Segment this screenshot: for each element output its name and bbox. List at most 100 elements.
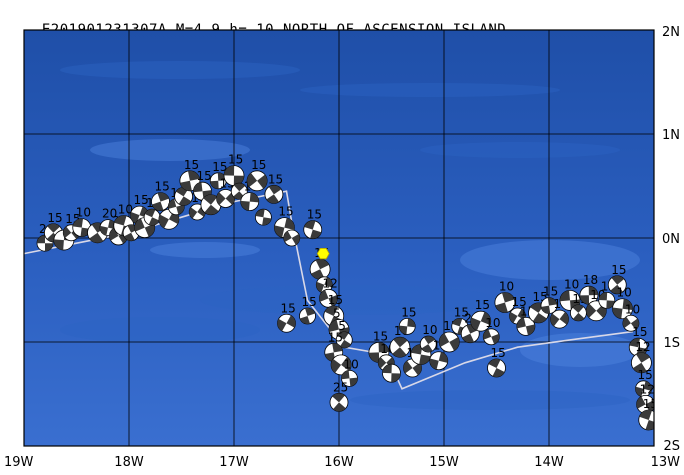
focal-mechanism-icon: 15: [246, 158, 268, 192]
focal-mechanism-icon: 15: [303, 208, 323, 240]
event-depth-label: 10: [485, 316, 500, 330]
event-depth-label: 15: [281, 301, 296, 315]
bathymetry-band: [150, 242, 260, 258]
focal-mechanism-icon: 15: [368, 329, 390, 363]
lon-tick-label: 14W: [534, 455, 564, 470]
event-depth-label: 15: [251, 158, 266, 172]
focal-mechanism-icon: 5: [335, 319, 353, 349]
event-depth-label: 15: [475, 298, 490, 312]
event-depth-label: 12: [635, 340, 650, 354]
focal-mechanism-icon: 15: [277, 301, 296, 333]
focal-mechanism-icon: 15: [264, 172, 284, 204]
lat-tick-label: 1S: [663, 336, 680, 351]
lon-tick-label: 15W: [429, 455, 459, 470]
focal-mechanism-icon: [330, 354, 352, 376]
event-depth-label: 15: [307, 208, 322, 222]
event-depth-label: 15: [302, 295, 317, 309]
bathymetry-band: [350, 390, 630, 410]
focal-mechanism-icon: [315, 276, 333, 294]
focal-mechanism-icon: 10: [482, 316, 501, 346]
bathymetry-band: [60, 317, 260, 343]
event-depth-label: 18: [583, 273, 598, 287]
focal-mechanism-icon: 10: [341, 357, 359, 387]
bathymetry-texture: [60, 61, 640, 410]
event-depth-label: 15: [638, 368, 653, 382]
event-depth-label: 20: [102, 207, 117, 221]
lat-tick-label: 2S: [663, 439, 680, 454]
event-depth-label: 15: [197, 169, 212, 183]
event-depth-label: 15: [228, 153, 243, 167]
event-depth-label: 10: [499, 279, 514, 293]
event-depth-label: 12: [640, 382, 655, 396]
focal-mechanism-icon: 15: [398, 305, 417, 335]
focal-mechanism-icon: 12: [631, 340, 652, 374]
event-depth-label: 15: [134, 193, 149, 207]
focal-mechanism-icon: [382, 363, 401, 383]
focal-mechanism-icon: [254, 208, 272, 226]
event-depth-label: 15: [611, 263, 626, 277]
focal-mechanism-icon: 15: [540, 285, 558, 315]
lon-tick-label: 17W: [219, 455, 249, 470]
focal-mechanism-icon: 15: [470, 298, 492, 332]
event-depth-label: 15: [155, 180, 170, 194]
bathymetry-band: [300, 83, 560, 97]
focal-mechanism-icon: 10: [419, 323, 438, 353]
focal-mechanism-icon: 15: [151, 180, 170, 212]
event-depth-label: 15: [401, 305, 416, 319]
lon-tick-label: 19W: [4, 455, 34, 470]
event-depth-label: 15: [278, 205, 293, 219]
event-depth-label: 10: [344, 357, 359, 371]
lat-tick-label: 0N: [662, 232, 680, 247]
event-depth-label: 15: [184, 158, 199, 172]
event-depth-label: 15: [268, 172, 283, 186]
event-depth-label: 5: [333, 307, 341, 321]
lat-tick-label: 2N: [662, 25, 680, 40]
event-depth-label: 15: [47, 211, 62, 225]
focal-mechanism-icon: 25: [329, 380, 349, 412]
event-depth-label: 15: [454, 305, 469, 319]
event-depth-label: 15: [643, 397, 658, 411]
map-frame: [23, 29, 655, 447]
focal-mechanism-icon: 18: [579, 273, 599, 305]
focal-mechanism-icon: 12: [636, 382, 655, 414]
epicenter-yellow-hexagon-icon: [316, 248, 330, 260]
event-depth-label: 5: [338, 319, 346, 333]
event-depth-label: 15: [328, 330, 343, 344]
focal-mechanism-icon: 15: [607, 263, 627, 295]
event-depth-label: 15: [543, 285, 558, 299]
event-depth-label: 10: [564, 277, 579, 291]
focal-mechanism-icon: 15: [209, 160, 228, 190]
focal-mechanism-icon: 10: [494, 279, 516, 313]
event-depth-label: 2: [39, 222, 47, 236]
bathymetry-band: [200, 285, 500, 315]
focal-mechanism-icon: 15: [223, 153, 245, 187]
lon-tick-label: 13W: [651, 455, 681, 470]
event-depth-label: 10: [617, 286, 632, 300]
event-depth-label: 15: [512, 295, 527, 309]
lon-tick-label: 16W: [324, 455, 354, 470]
focal-mechanism-icon: 10: [72, 206, 92, 238]
event-depth-label: 15: [328, 293, 343, 307]
focal-mechanism-icon: 15: [438, 319, 460, 353]
event-depth-label: 10: [76, 206, 91, 220]
event-depth-label: 10: [422, 323, 437, 337]
event-depth-label: 12: [323, 276, 338, 290]
focal-mechanism-icon: 15: [638, 397, 658, 431]
focal-mechanism-icon: 10: [622, 302, 640, 332]
bathymetry-band: [520, 333, 640, 367]
focal-mechanism-icon: 15: [323, 293, 345, 327]
bathymetry-band: [420, 142, 620, 158]
focal-mechanism-icon: 15: [487, 346, 506, 378]
event-markers: 2151510202010151015151510151515151515151…: [36, 153, 658, 431]
bathymetry-band: [60, 61, 300, 79]
focal-mechanism-icon: 15: [299, 295, 317, 325]
lat-tick-label: 1N: [662, 128, 680, 143]
focal-mechanism-icon: 15: [509, 295, 527, 325]
axis-labels: 19W 18W 17W 16W 15W 14W 13W 2N 1N 0N 1S 2S: [4, 25, 680, 470]
event-depth-label: 15: [632, 325, 647, 339]
focal-mechanism-icon: 10: [612, 286, 633, 320]
event-depth-label: 25: [333, 380, 348, 394]
event-depth-label: 10: [118, 203, 133, 217]
bathymetry-band: [90, 139, 250, 161]
